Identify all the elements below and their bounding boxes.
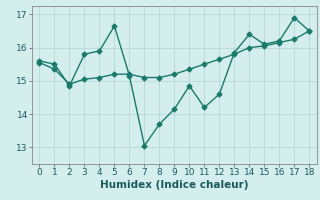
X-axis label: Humidex (Indice chaleur): Humidex (Indice chaleur): [100, 180, 249, 190]
